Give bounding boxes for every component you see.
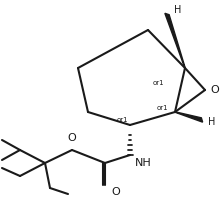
Text: or1: or1: [156, 105, 168, 111]
Text: H: H: [208, 117, 216, 127]
Polygon shape: [175, 112, 203, 122]
Text: or1: or1: [152, 80, 164, 86]
Text: O: O: [68, 133, 76, 143]
Text: O: O: [211, 85, 219, 95]
Text: O: O: [112, 187, 120, 197]
Text: H: H: [174, 5, 182, 15]
Text: or1: or1: [116, 117, 128, 123]
Polygon shape: [165, 13, 185, 68]
Text: NH: NH: [135, 158, 151, 168]
